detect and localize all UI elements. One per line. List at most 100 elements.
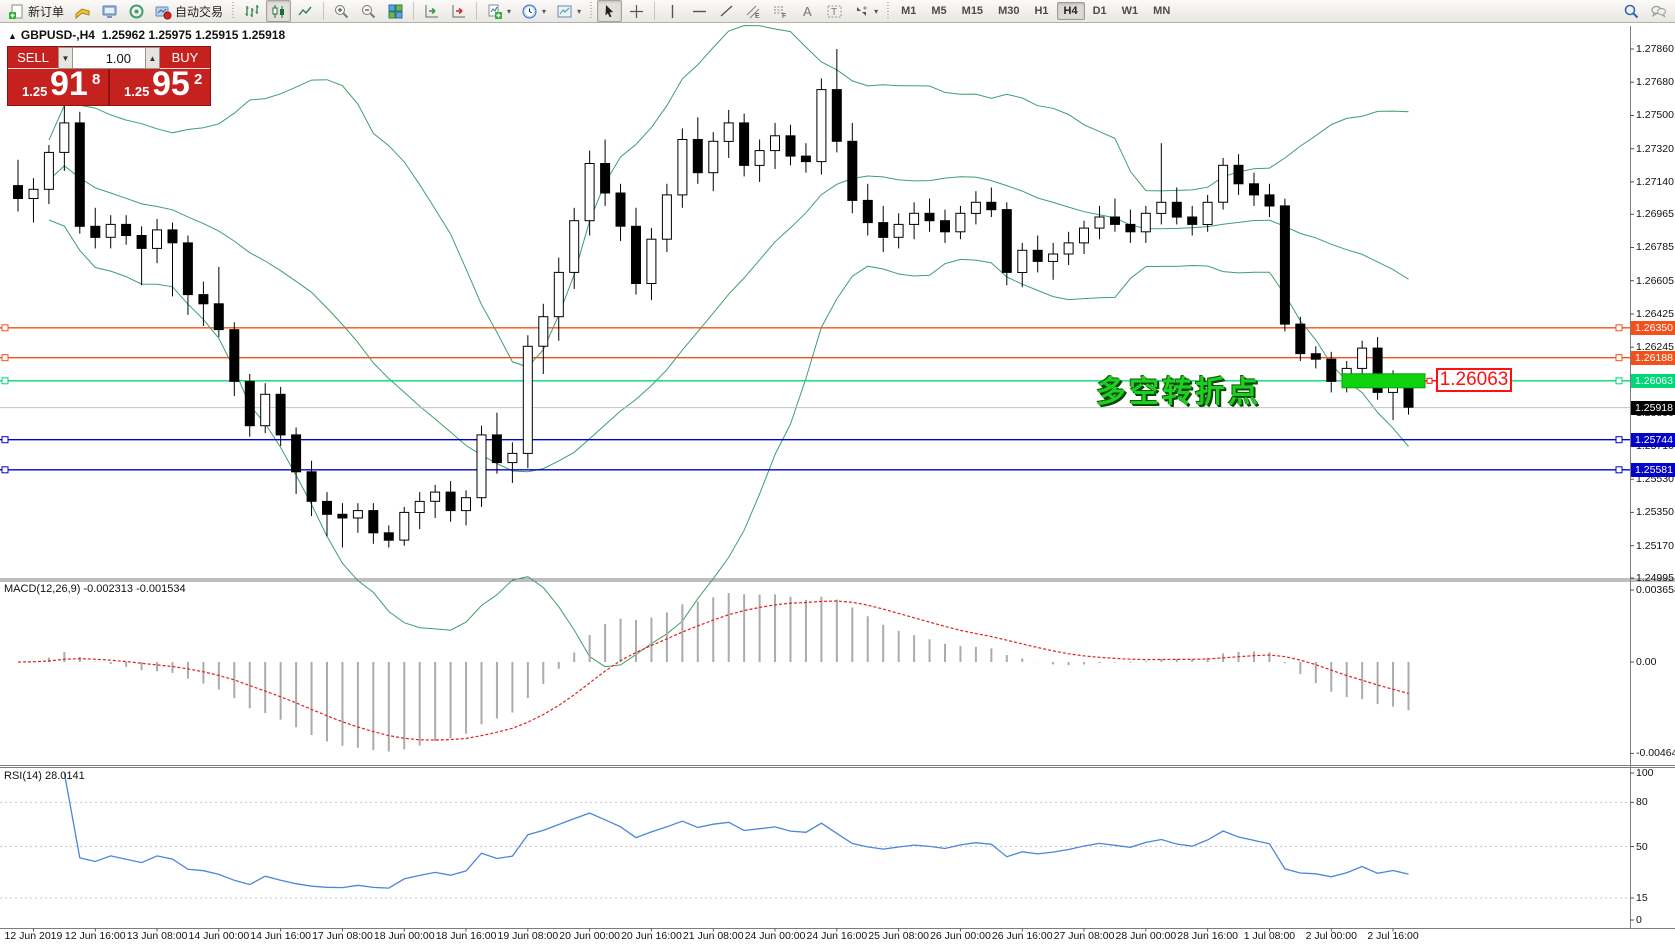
price-level-badge: 1.25918 bbox=[1631, 400, 1675, 415]
indicators-button[interactable]: ▾ bbox=[482, 0, 515, 22]
search-button[interactable] bbox=[1619, 0, 1644, 22]
time-axis-label: 24 Jun 00:00 bbox=[744, 930, 806, 942]
crosshair-button[interactable] bbox=[624, 0, 649, 22]
chart-ohlc-quotes: 1.25962 1.25975 1.25915 1.25918 bbox=[101, 28, 286, 42]
rsi-axis-tick: 15 bbox=[1636, 891, 1648, 904]
volume-input[interactable]: 1.00 bbox=[73, 47, 145, 69]
price-axis-tick: 1.27500 bbox=[1636, 109, 1674, 122]
timeframe-m1-button[interactable]: M1 bbox=[901, 5, 917, 17]
timeframe-h1-button[interactable]: H1 bbox=[1034, 5, 1049, 17]
vertical-line-button[interactable] bbox=[660, 0, 685, 22]
auto-scroll-button[interactable] bbox=[419, 0, 444, 22]
text-label-button[interactable]: T bbox=[822, 0, 847, 22]
time-axis-label: 17 Jun 08:00 bbox=[312, 930, 373, 942]
ask-price-sup: 2 bbox=[194, 71, 203, 88]
bid-price[interactable]: 1.25 91 8 bbox=[8, 65, 110, 105]
community-chat-button[interactable] bbox=[1646, 0, 1671, 22]
svg-text:A: A bbox=[803, 4, 812, 19]
new-order-label: 新订单 bbox=[28, 4, 65, 19]
ask-price-small: 1.25 bbox=[124, 84, 150, 99]
time-axis-label: 2 Jul 16:00 bbox=[1367, 930, 1419, 942]
bar-chart-button[interactable] bbox=[239, 0, 264, 22]
bar-chart-icon bbox=[243, 3, 260, 20]
time-axis-label: 18 Jun 00:00 bbox=[373, 930, 435, 942]
bid-price-small: 1.25 bbox=[22, 84, 48, 99]
svg-text:E: E bbox=[755, 13, 760, 20]
trendline-button[interactable] bbox=[714, 0, 739, 22]
price-axis-tick: 1.26605 bbox=[1636, 274, 1674, 287]
price-chart-canvas[interactable] bbox=[0, 23, 1675, 949]
rsi-axis-tick: 80 bbox=[1636, 796, 1648, 809]
price-tag-label[interactable]: 1.26063 bbox=[1436, 368, 1512, 392]
tile-windows-icon bbox=[387, 3, 404, 20]
chart-annotation-text: 多空转折点 bbox=[1096, 376, 1261, 409]
timeframe-m15-button[interactable]: M15 bbox=[961, 5, 984, 17]
zoom-in-button[interactable] bbox=[329, 0, 354, 22]
crosshair-icon bbox=[628, 3, 645, 20]
timeframe-mn-button[interactable]: MN bbox=[1153, 5, 1171, 17]
price-axis-tick: 1.25350 bbox=[1636, 506, 1674, 519]
arrows-button[interactable]: ▾ bbox=[849, 0, 882, 22]
sell-button[interactable]: SELL bbox=[8, 47, 58, 69]
rsi-axis-tick: 100 bbox=[1636, 767, 1654, 779]
new-chart-icon bbox=[486, 3, 503, 20]
price-axis-tick: 1.26245 bbox=[1636, 341, 1674, 354]
chevron-down-icon: ▾ bbox=[577, 6, 582, 16]
signal-button[interactable] bbox=[124, 0, 149, 22]
volume-decrease-button[interactable]: ▼ bbox=[58, 47, 73, 69]
time-axis-label: 26 Jun 16:00 bbox=[991, 930, 1053, 942]
channel-icon: E bbox=[745, 3, 762, 20]
ask-price[interactable]: 1.25 95 2 bbox=[110, 65, 210, 105]
timeframe-d1-button[interactable]: D1 bbox=[1092, 5, 1107, 17]
zoom-in-icon bbox=[333, 3, 350, 20]
horizontal-line-button[interactable] bbox=[687, 0, 712, 22]
cursor-button[interactable] bbox=[597, 0, 623, 22]
timeframe-h4-button[interactable]: H4 bbox=[1056, 2, 1085, 20]
market-watch-button[interactable] bbox=[70, 0, 95, 22]
chevron-down-icon: ▾ bbox=[507, 6, 512, 16]
template-icon bbox=[556, 3, 573, 20]
buy-button[interactable]: BUY bbox=[160, 47, 210, 69]
autotrade-button[interactable]: 自动交易 bbox=[151, 0, 227, 22]
trendline-icon bbox=[718, 3, 735, 20]
time-axis-label: 2 Jul 00:00 bbox=[1305, 930, 1357, 942]
chart-shift-button[interactable] bbox=[446, 0, 471, 22]
chevron-down-icon: ▾ bbox=[542, 6, 547, 16]
rsi-axis-tick: 50 bbox=[1636, 840, 1648, 853]
macd-axis-tick: 0.003658 bbox=[1636, 583, 1675, 596]
price-axis-tick: 1.25170 bbox=[1636, 539, 1674, 552]
text-button[interactable]: A bbox=[795, 0, 820, 22]
time-axis-label: 13 Jun 08:00 bbox=[126, 930, 188, 942]
price-level-badge: 1.25581 bbox=[1631, 462, 1675, 477]
zoom-out-button[interactable] bbox=[356, 0, 381, 22]
templates-button[interactable]: ▾ bbox=[552, 0, 585, 22]
horizontal-line-icon bbox=[691, 3, 708, 20]
text-icon: A bbox=[799, 3, 816, 20]
candlestick-chart-button[interactable] bbox=[266, 0, 292, 22]
toolbar-separator bbox=[413, 2, 415, 20]
tile-windows-button[interactable] bbox=[383, 0, 408, 22]
candlestick-chart-icon bbox=[270, 3, 287, 20]
chart-title: ▲ GBPUSD-,H4 1.25962 1.25975 1.25915 1.25… bbox=[8, 28, 285, 42]
timeframe-m30-button[interactable]: M30 bbox=[998, 5, 1020, 17]
line-chart-button[interactable] bbox=[293, 0, 318, 22]
time-axis-label: 20 Jun 00:00 bbox=[559, 930, 620, 942]
volume-increase-button[interactable]: ▲ bbox=[145, 47, 160, 69]
price-axis-tick: 1.27140 bbox=[1636, 175, 1674, 188]
periods-button[interactable]: ▾ bbox=[517, 0, 550, 22]
time-axis-label: 21 Jun 08:00 bbox=[682, 930, 744, 942]
new-order-button[interactable]: 新订单 bbox=[4, 0, 68, 22]
timeframe-m5-button[interactable]: M5 bbox=[931, 5, 947, 17]
price-level-badge: 1.26188 bbox=[1631, 350, 1675, 365]
time-axis-label: 14 Jun 16:00 bbox=[250, 930, 311, 942]
arrows-icon bbox=[853, 3, 870, 20]
price-axis-tick: 1.27320 bbox=[1636, 142, 1674, 155]
fibonacci-button[interactable]: F bbox=[768, 0, 793, 22]
strategy-signal-icon bbox=[128, 3, 145, 20]
time-axis-label: 1 Jul 08:00 bbox=[1243, 930, 1296, 942]
channel-button[interactable]: E bbox=[741, 0, 766, 22]
time-axis-label: 19 Jun 08:00 bbox=[497, 930, 559, 942]
timeframe-w1-button[interactable]: W1 bbox=[1121, 5, 1139, 17]
terminal-button[interactable] bbox=[97, 0, 122, 22]
